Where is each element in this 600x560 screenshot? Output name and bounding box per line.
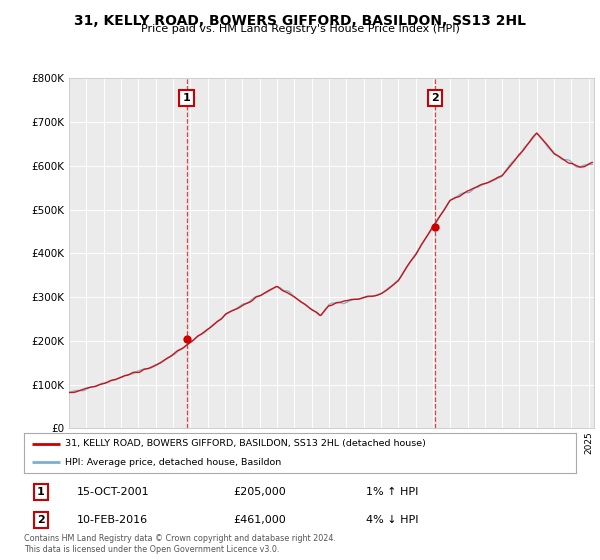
Text: £461,000: £461,000 [234,515,287,525]
Text: 31, KELLY ROAD, BOWERS GIFFORD, BASILDON, SS13 2HL: 31, KELLY ROAD, BOWERS GIFFORD, BASILDON… [74,14,526,28]
Text: 1: 1 [37,487,44,497]
Text: HPI: Average price, detached house, Basildon: HPI: Average price, detached house, Basi… [65,458,281,467]
Text: 1% ↑ HPI: 1% ↑ HPI [366,487,419,497]
Text: 1: 1 [183,93,191,103]
Text: 2: 2 [431,93,439,103]
Text: 10-FEB-2016: 10-FEB-2016 [76,515,148,525]
Text: 31, KELLY ROAD, BOWERS GIFFORD, BASILDON, SS13 2HL (detached house): 31, KELLY ROAD, BOWERS GIFFORD, BASILDON… [65,439,426,448]
Text: £205,000: £205,000 [234,487,287,497]
Text: 4% ↓ HPI: 4% ↓ HPI [366,515,419,525]
Text: Price paid vs. HM Land Registry's House Price Index (HPI): Price paid vs. HM Land Registry's House … [140,24,460,34]
Text: 2: 2 [37,515,44,525]
Text: 15-OCT-2001: 15-OCT-2001 [76,487,149,497]
Text: Contains HM Land Registry data © Crown copyright and database right 2024.
This d: Contains HM Land Registry data © Crown c… [24,534,336,554]
